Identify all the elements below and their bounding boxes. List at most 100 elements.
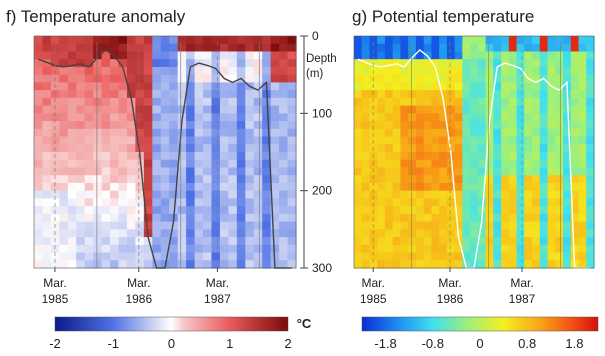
- panel-f-cell: [253, 144, 263, 153]
- panel-g-cell: [439, 213, 448, 223]
- colorbar-anomaly-tick-label: 1: [226, 336, 233, 351]
- panel-g-cell: [508, 97, 518, 107]
- panel-g-cell: [369, 244, 378, 254]
- panel-f-cell: [203, 144, 213, 153]
- panel-f-cell: [211, 159, 221, 169]
- panel-g-cell: [462, 260, 471, 269]
- panel-f-cell: [135, 190, 145, 199]
- panel-f-cell: [203, 260, 213, 269]
- panel-f-cell: [270, 66, 280, 76]
- panel-g-cell: [555, 90, 564, 99]
- panel-g-cell: [539, 152, 549, 161]
- panel-g-cell: [477, 237, 487, 246]
- panel-g-cell: [547, 105, 556, 114]
- panel-g-cell: [400, 51, 409, 60]
- panel-g-cell: [555, 159, 564, 169]
- panel-f-cell: [186, 136, 196, 145]
- panel-g-cell: [508, 182, 518, 192]
- panel-f-cell: [228, 136, 238, 145]
- panel-g-cell: [470, 198, 479, 207]
- panel-f-cell: [169, 90, 179, 99]
- panel-g-cell: [446, 113, 456, 122]
- panel-g-cell: [454, 206, 463, 215]
- panel-f-cell: [126, 136, 137, 145]
- panel-g-cell: [454, 59, 463, 68]
- panel-f-cell: [93, 190, 103, 199]
- panel-f-cell: [236, 175, 246, 184]
- panel-f-cell: [118, 190, 128, 199]
- panel-f-cell: [287, 66, 297, 76]
- panel-f-cell: [262, 175, 272, 184]
- panel-g-cell: [369, 66, 378, 76]
- panel-g-cell: [361, 182, 371, 192]
- panel-f-cell: [236, 159, 246, 169]
- panel-g-cell: [392, 66, 402, 76]
- panel-f-cell: [50, 252, 60, 261]
- panel-g-cell: [563, 229, 572, 238]
- panel-f-cell: [186, 182, 196, 192]
- panel-f-cell: [67, 237, 77, 246]
- panel-g-cell: [578, 175, 587, 184]
- panel-g-cell: [570, 136, 580, 145]
- panel-g-cell: [446, 144, 456, 153]
- panel-g-cell: [354, 144, 363, 153]
- panel-g-cell: [470, 74, 479, 83]
- panel-f-cell: [76, 51, 86, 60]
- panel-f-cell: [135, 51, 145, 60]
- colorbar-potential-temperature-tick-label: 0.8: [518, 336, 536, 351]
- panel-f-cell: [253, 121, 263, 130]
- panel-g-cell: [431, 105, 440, 114]
- panel-f-cell: [253, 206, 263, 215]
- panel-g-cell: [508, 74, 518, 83]
- panel-g-cell: [586, 229, 595, 238]
- panel-g-cell: [384, 128, 394, 138]
- panel-g-cell: [508, 51, 518, 60]
- panel-f-cell: [34, 237, 44, 246]
- panel-f-cell: [169, 66, 179, 76]
- panel-g-cell: [547, 237, 556, 246]
- panel-g-cell: [408, 74, 417, 83]
- panel-g-cell: [431, 190, 440, 199]
- panel-g-cell: [578, 113, 587, 122]
- panel-f-cell: [279, 175, 289, 184]
- panel-f-cell: [76, 113, 86, 122]
- panel-f-cell: [42, 97, 52, 107]
- panel-f-cell: [67, 159, 77, 169]
- panel-g-cell: [485, 229, 494, 238]
- panel-g-cell: [454, 66, 463, 76]
- panel-f-cell: [219, 136, 229, 145]
- panel-f-cell: [270, 152, 280, 161]
- panel-f-cell: [67, 105, 77, 114]
- panel-f-cell: [34, 51, 44, 60]
- panel-f-cell: [219, 206, 229, 215]
- panel-f-cell: [42, 74, 52, 83]
- panel-f-cell: [110, 175, 120, 184]
- panel-g-cell: [586, 97, 595, 107]
- panel-f-cell: [118, 59, 128, 68]
- panel-f-cell: [169, 82, 179, 91]
- panel-g-cell: [516, 190, 525, 199]
- panel-f-cell: [126, 206, 137, 215]
- panel-f-cell: [135, 182, 145, 192]
- panel-g-cell: [354, 167, 363, 176]
- panel-f-cell: [169, 128, 179, 138]
- panel-f-cell: [262, 260, 272, 269]
- panel-g-cell: [408, 213, 417, 223]
- panel-f-cell: [245, 59, 255, 68]
- panel-g-cell: [477, 97, 487, 107]
- panel-f-cell: [169, 221, 179, 230]
- panel-f-cell: [34, 206, 44, 215]
- panel-g-cell: [439, 182, 448, 192]
- panel-g-cell: [485, 51, 494, 60]
- panel-f-cell: [211, 198, 221, 207]
- panel-f-cell: [76, 82, 86, 91]
- panel-f-cell: [84, 105, 94, 114]
- panel-f-cell: [42, 66, 52, 76]
- panel-f-cell: [42, 159, 52, 169]
- panel-g-cell: [354, 74, 363, 83]
- panel-f-cell: [93, 213, 103, 223]
- panel-g-cell: [493, 43, 502, 53]
- panel-g-cell: [547, 244, 556, 254]
- panel-f-cell: [160, 144, 170, 153]
- panel-g-cell: [415, 51, 425, 60]
